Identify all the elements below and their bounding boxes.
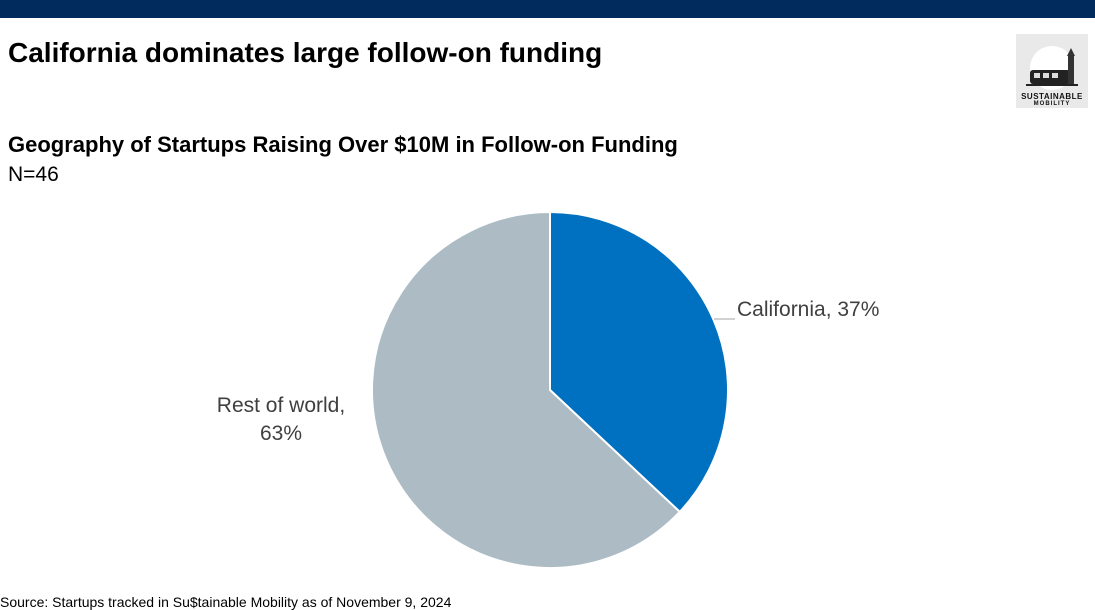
logo-rail: [1026, 84, 1078, 86]
source-note: Source: Startups tracked in Su$tainable …: [0, 594, 452, 610]
logo-window: [1052, 73, 1058, 78]
logo-icon: [1026, 46, 1078, 90]
logo-window: [1034, 73, 1040, 78]
logo-text: MOBILITY: [1033, 101, 1071, 107]
data-label: California, 37%: [737, 298, 880, 321]
pie-slice: [371, 210, 682, 569]
logo-spire: [1067, 48, 1075, 56]
chart-title: Geography of Startups Raising Over $10M …: [8, 132, 678, 157]
slide-title: California dominates large follow-on fun…: [8, 37, 603, 68]
logo-window: [1043, 73, 1049, 78]
logo-tower: [1068, 56, 1074, 86]
pie-slice: [549, 210, 729, 514]
logo-text: SUSTAINABLE: [1021, 92, 1083, 101]
logo: SUSTAINABLE MOBILITY: [1016, 34, 1088, 108]
data-label: Rest of world, 63%: [216, 394, 346, 445]
top-bar: [0, 0, 1095, 18]
chart-subtitle: N=46: [8, 163, 59, 186]
